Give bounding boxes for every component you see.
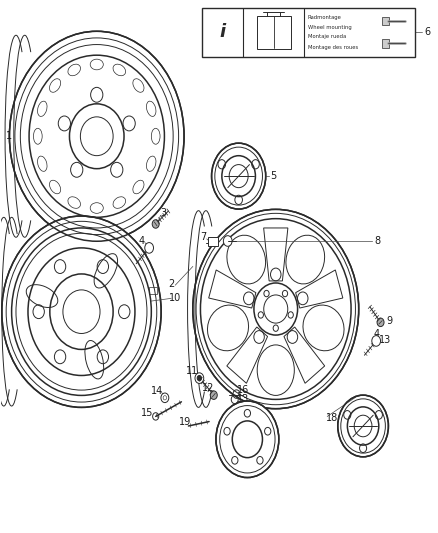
Circle shape: [216, 401, 279, 478]
Text: 12: 12: [202, 383, 214, 393]
Ellipse shape: [193, 209, 359, 409]
Text: 9: 9: [386, 316, 392, 326]
FancyBboxPatch shape: [201, 7, 416, 56]
Text: 2: 2: [168, 279, 174, 288]
Circle shape: [377, 318, 384, 327]
Circle shape: [152, 220, 159, 228]
Text: 3: 3: [160, 208, 166, 219]
FancyBboxPatch shape: [382, 17, 389, 25]
Circle shape: [195, 373, 204, 383]
Text: 8: 8: [374, 236, 380, 246]
Text: 1: 1: [6, 131, 12, 141]
Text: 6: 6: [424, 27, 431, 37]
Text: 19: 19: [179, 417, 191, 427]
Text: 18: 18: [326, 413, 339, 423]
Text: Montage des roues: Montage des roues: [307, 45, 358, 50]
Text: 13: 13: [237, 394, 249, 405]
Text: Wheel mounting: Wheel mounting: [307, 25, 351, 30]
Circle shape: [372, 336, 381, 346]
Text: 10: 10: [169, 293, 181, 303]
Text: Radmontage: Radmontage: [307, 15, 342, 20]
Ellipse shape: [10, 31, 184, 241]
Text: 11: 11: [186, 366, 198, 376]
Text: 7: 7: [201, 232, 207, 243]
Circle shape: [197, 375, 201, 381]
Circle shape: [212, 143, 266, 209]
FancyBboxPatch shape: [382, 39, 389, 47]
Text: 5: 5: [270, 171, 277, 181]
Text: i: i: [219, 23, 226, 41]
Text: Montaje rueda: Montaje rueda: [307, 35, 346, 39]
Text: 4: 4: [138, 236, 145, 246]
Circle shape: [145, 243, 153, 253]
Ellipse shape: [2, 216, 161, 407]
Circle shape: [210, 391, 217, 399]
Text: 4: 4: [374, 329, 380, 339]
FancyBboxPatch shape: [208, 237, 218, 246]
Text: 16: 16: [237, 385, 250, 395]
Text: 14: 14: [151, 386, 163, 397]
Text: 15: 15: [141, 408, 154, 418]
Circle shape: [223, 236, 232, 246]
Circle shape: [338, 395, 389, 457]
Circle shape: [161, 393, 169, 402]
Text: 13: 13: [379, 335, 391, 345]
